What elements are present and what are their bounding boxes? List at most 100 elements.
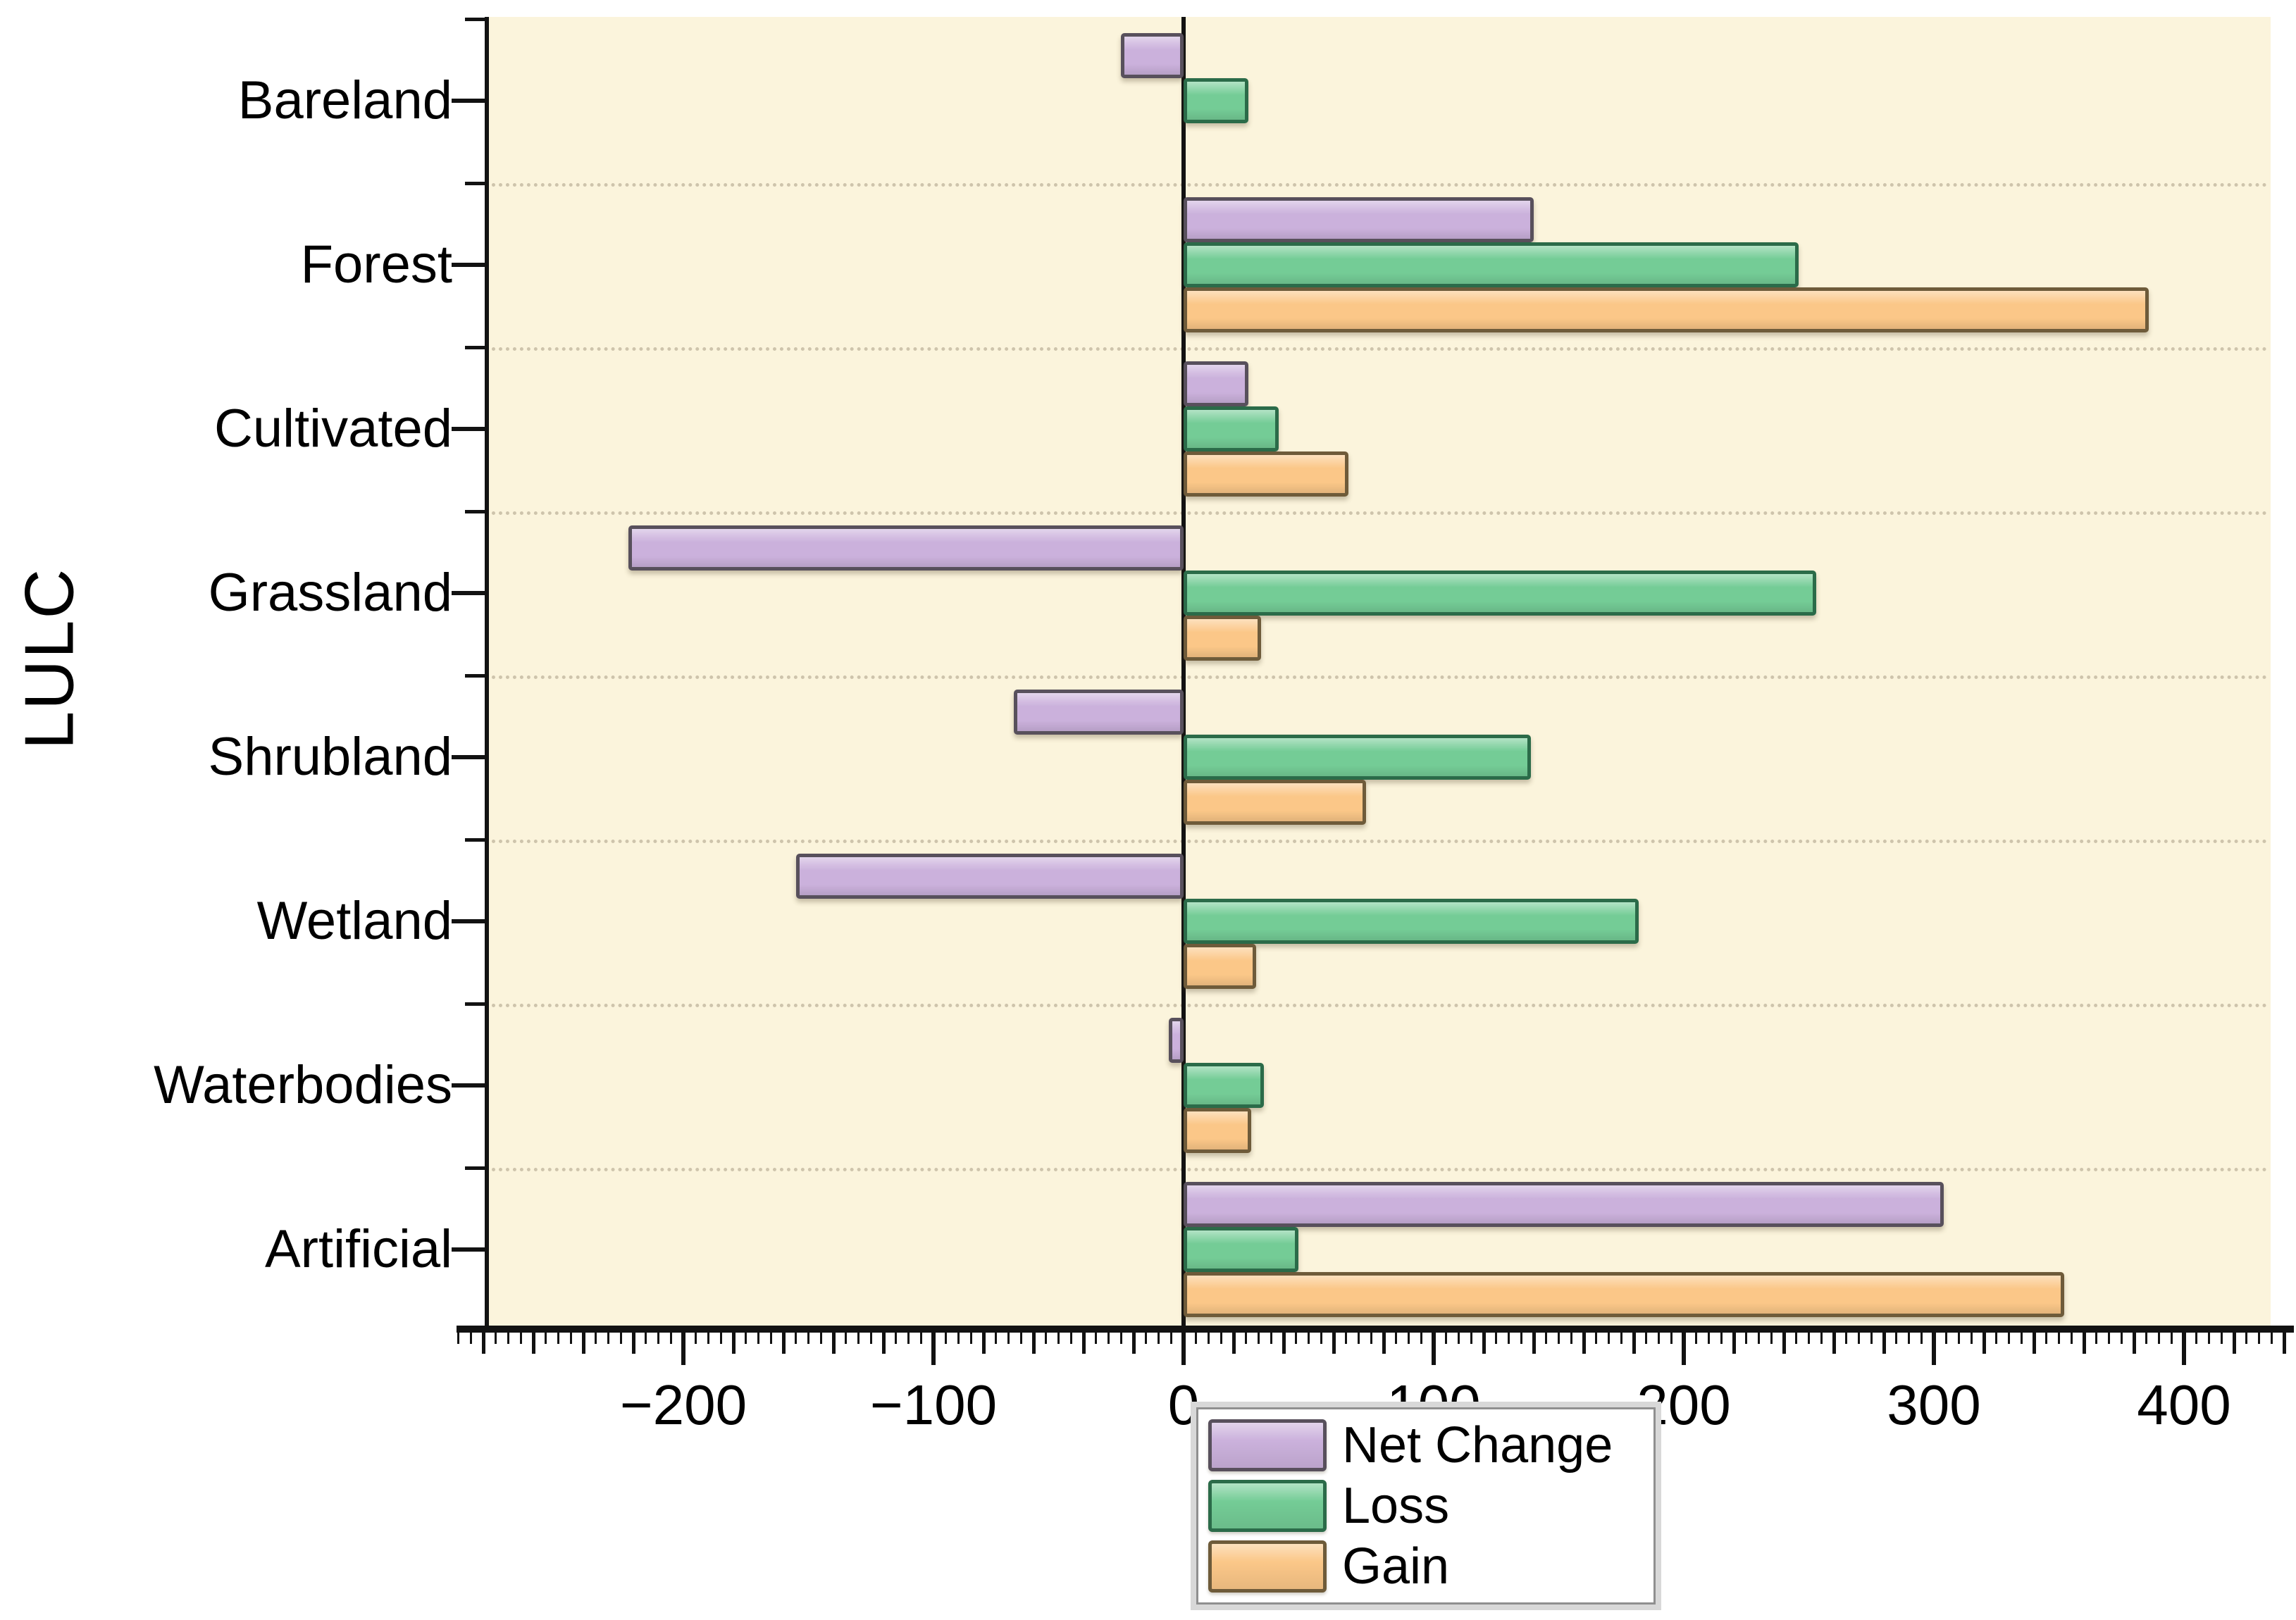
- category-label-forest: Forest: [300, 235, 452, 294]
- x-fine-tick: [1920, 1326, 1923, 1344]
- y-major-tick: [452, 919, 485, 923]
- bar-loss-cultivated: [1184, 406, 1279, 451]
- bar-gain-forest: [1184, 287, 2149, 332]
- x-minor-tick: [2232, 1326, 2236, 1354]
- x-fine-tick: [1308, 1326, 1310, 1344]
- zero-axis-line: [1181, 17, 1186, 1326]
- x-fine-tick: [1019, 1326, 1022, 1344]
- x-minor-tick: [1782, 1326, 1786, 1354]
- x-fine-tick: [1720, 1326, 1723, 1344]
- x-fine-tick: [1945, 1326, 1948, 1344]
- x-fine-tick: [1258, 1326, 1260, 1344]
- legend-swatch-loss: [1208, 1480, 1327, 1532]
- x-fine-tick: [719, 1326, 722, 1344]
- bar-net-change-wetland: [795, 854, 1184, 899]
- legend-item-net-change: Net Change: [1208, 1415, 1644, 1476]
- category-label-bareland: Bareland: [237, 70, 452, 130]
- bar-net-change-forest: [1184, 197, 1534, 242]
- bar-loss-waterbodies: [1184, 1063, 1264, 1108]
- x-fine-tick: [1758, 1326, 1760, 1344]
- x-fine-tick: [1670, 1326, 1673, 1344]
- x-fine-tick: [1820, 1326, 1823, 1344]
- x-fine-tick: [1245, 1326, 1248, 1344]
- x-fine-tick: [1558, 1326, 1560, 1344]
- legend-swatch-gain: [1208, 1540, 1327, 1593]
- x-fine-tick: [569, 1326, 572, 1344]
- x-fine-tick: [1770, 1326, 1773, 1344]
- gridline: [492, 1003, 2268, 1007]
- x-minor-tick: [1332, 1326, 1336, 1354]
- x-fine-tick: [1808, 1326, 1810, 1344]
- x-fine-tick: [1045, 1326, 1048, 1344]
- legend-item-gain: Gain: [1208, 1536, 1644, 1597]
- y-minor-tick: [465, 1166, 485, 1170]
- x-fine-tick: [657, 1326, 659, 1344]
- x-tick-label: −200: [619, 1373, 747, 1436]
- category-label-waterbodies: Waterbodies: [154, 1055, 452, 1115]
- legend: Net Change Loss Gain: [1191, 1402, 1661, 1610]
- x-minor-tick: [1031, 1326, 1036, 1354]
- x-fine-tick: [1908, 1326, 1910, 1344]
- x-fine-tick: [1508, 1326, 1510, 1344]
- x-fine-tick: [1345, 1326, 1348, 1344]
- x-major-tick: [1682, 1326, 1686, 1365]
- x-minor-tick: [1131, 1326, 1136, 1354]
- y-major-tick: [452, 263, 485, 267]
- x-fine-tick: [1408, 1326, 1410, 1344]
- x-fine-tick: [1107, 1326, 1110, 1344]
- x-fine-tick: [2108, 1326, 2110, 1344]
- x-fine-tick: [2045, 1326, 2048, 1344]
- x-fine-tick: [1195, 1326, 1198, 1344]
- category-label-grassland: Grassland: [208, 563, 452, 623]
- x-minor-tick: [2282, 1326, 2286, 1354]
- bar-gain-shrubland: [1184, 780, 1367, 825]
- bar-loss-artificial: [1184, 1227, 1299, 1272]
- x-fine-tick: [2258, 1326, 2260, 1344]
- x-fine-tick: [769, 1326, 772, 1344]
- bar-net-change-grassland: [628, 525, 1184, 571]
- x-fine-tick: [1595, 1326, 1598, 1344]
- x-minor-tick: [2082, 1326, 2086, 1354]
- x-fine-tick: [1145, 1326, 1148, 1344]
- y-minor-tick: [465, 837, 485, 842]
- category-label-artificial: Artificial: [264, 1219, 452, 1279]
- x-minor-tick: [781, 1326, 786, 1354]
- bar-loss-bareland: [1184, 78, 1249, 123]
- x-fine-tick: [1895, 1326, 1898, 1344]
- y-minor-tick: [465, 181, 485, 185]
- x-minor-tick: [481, 1326, 485, 1354]
- x-tick-label: 400: [2137, 1373, 2231, 1436]
- x-minor-tick: [2032, 1326, 2036, 1354]
- y-minor-tick: [465, 1002, 485, 1006]
- x-fine-tick: [1658, 1326, 1660, 1344]
- x-minor-tick: [1982, 1326, 1986, 1354]
- x-tick-label: −100: [869, 1373, 998, 1436]
- x-fine-tick: [1270, 1326, 1272, 1344]
- x-fine-tick: [795, 1326, 798, 1344]
- x-minor-tick: [581, 1326, 585, 1354]
- x-fine-tick: [1958, 1326, 1960, 1344]
- x-axis-spine: [457, 1326, 2294, 1333]
- x-tick-label: 0: [1167, 1373, 1200, 1436]
- legend-swatch-net-change: [1208, 1419, 1327, 1471]
- gridline: [492, 839, 2268, 843]
- bar-net-change-waterbodies: [1168, 1018, 1184, 1063]
- x-fine-tick: [1458, 1326, 1460, 1344]
- x-fine-tick: [2070, 1326, 2073, 1344]
- x-fine-tick: [1608, 1326, 1610, 1344]
- x-fine-tick: [2145, 1326, 2148, 1344]
- y-major-tick: [452, 1083, 485, 1088]
- x-fine-tick: [1470, 1326, 1472, 1344]
- bar-loss-wetland: [1184, 899, 1639, 944]
- x-fine-tick: [757, 1326, 759, 1344]
- x-fine-tick: [1708, 1326, 1710, 1344]
- x-fine-tick: [1795, 1326, 1798, 1344]
- bar-gain-waterbodies: [1184, 1108, 1251, 1153]
- y-axis-spine: [485, 17, 489, 1331]
- x-fine-tick: [695, 1326, 697, 1344]
- bar-gain-artificial: [1184, 1272, 2064, 1317]
- x-fine-tick: [895, 1326, 898, 1344]
- x-fine-tick: [1445, 1326, 1448, 1344]
- x-minor-tick: [981, 1326, 986, 1354]
- x-fine-tick: [469, 1326, 472, 1344]
